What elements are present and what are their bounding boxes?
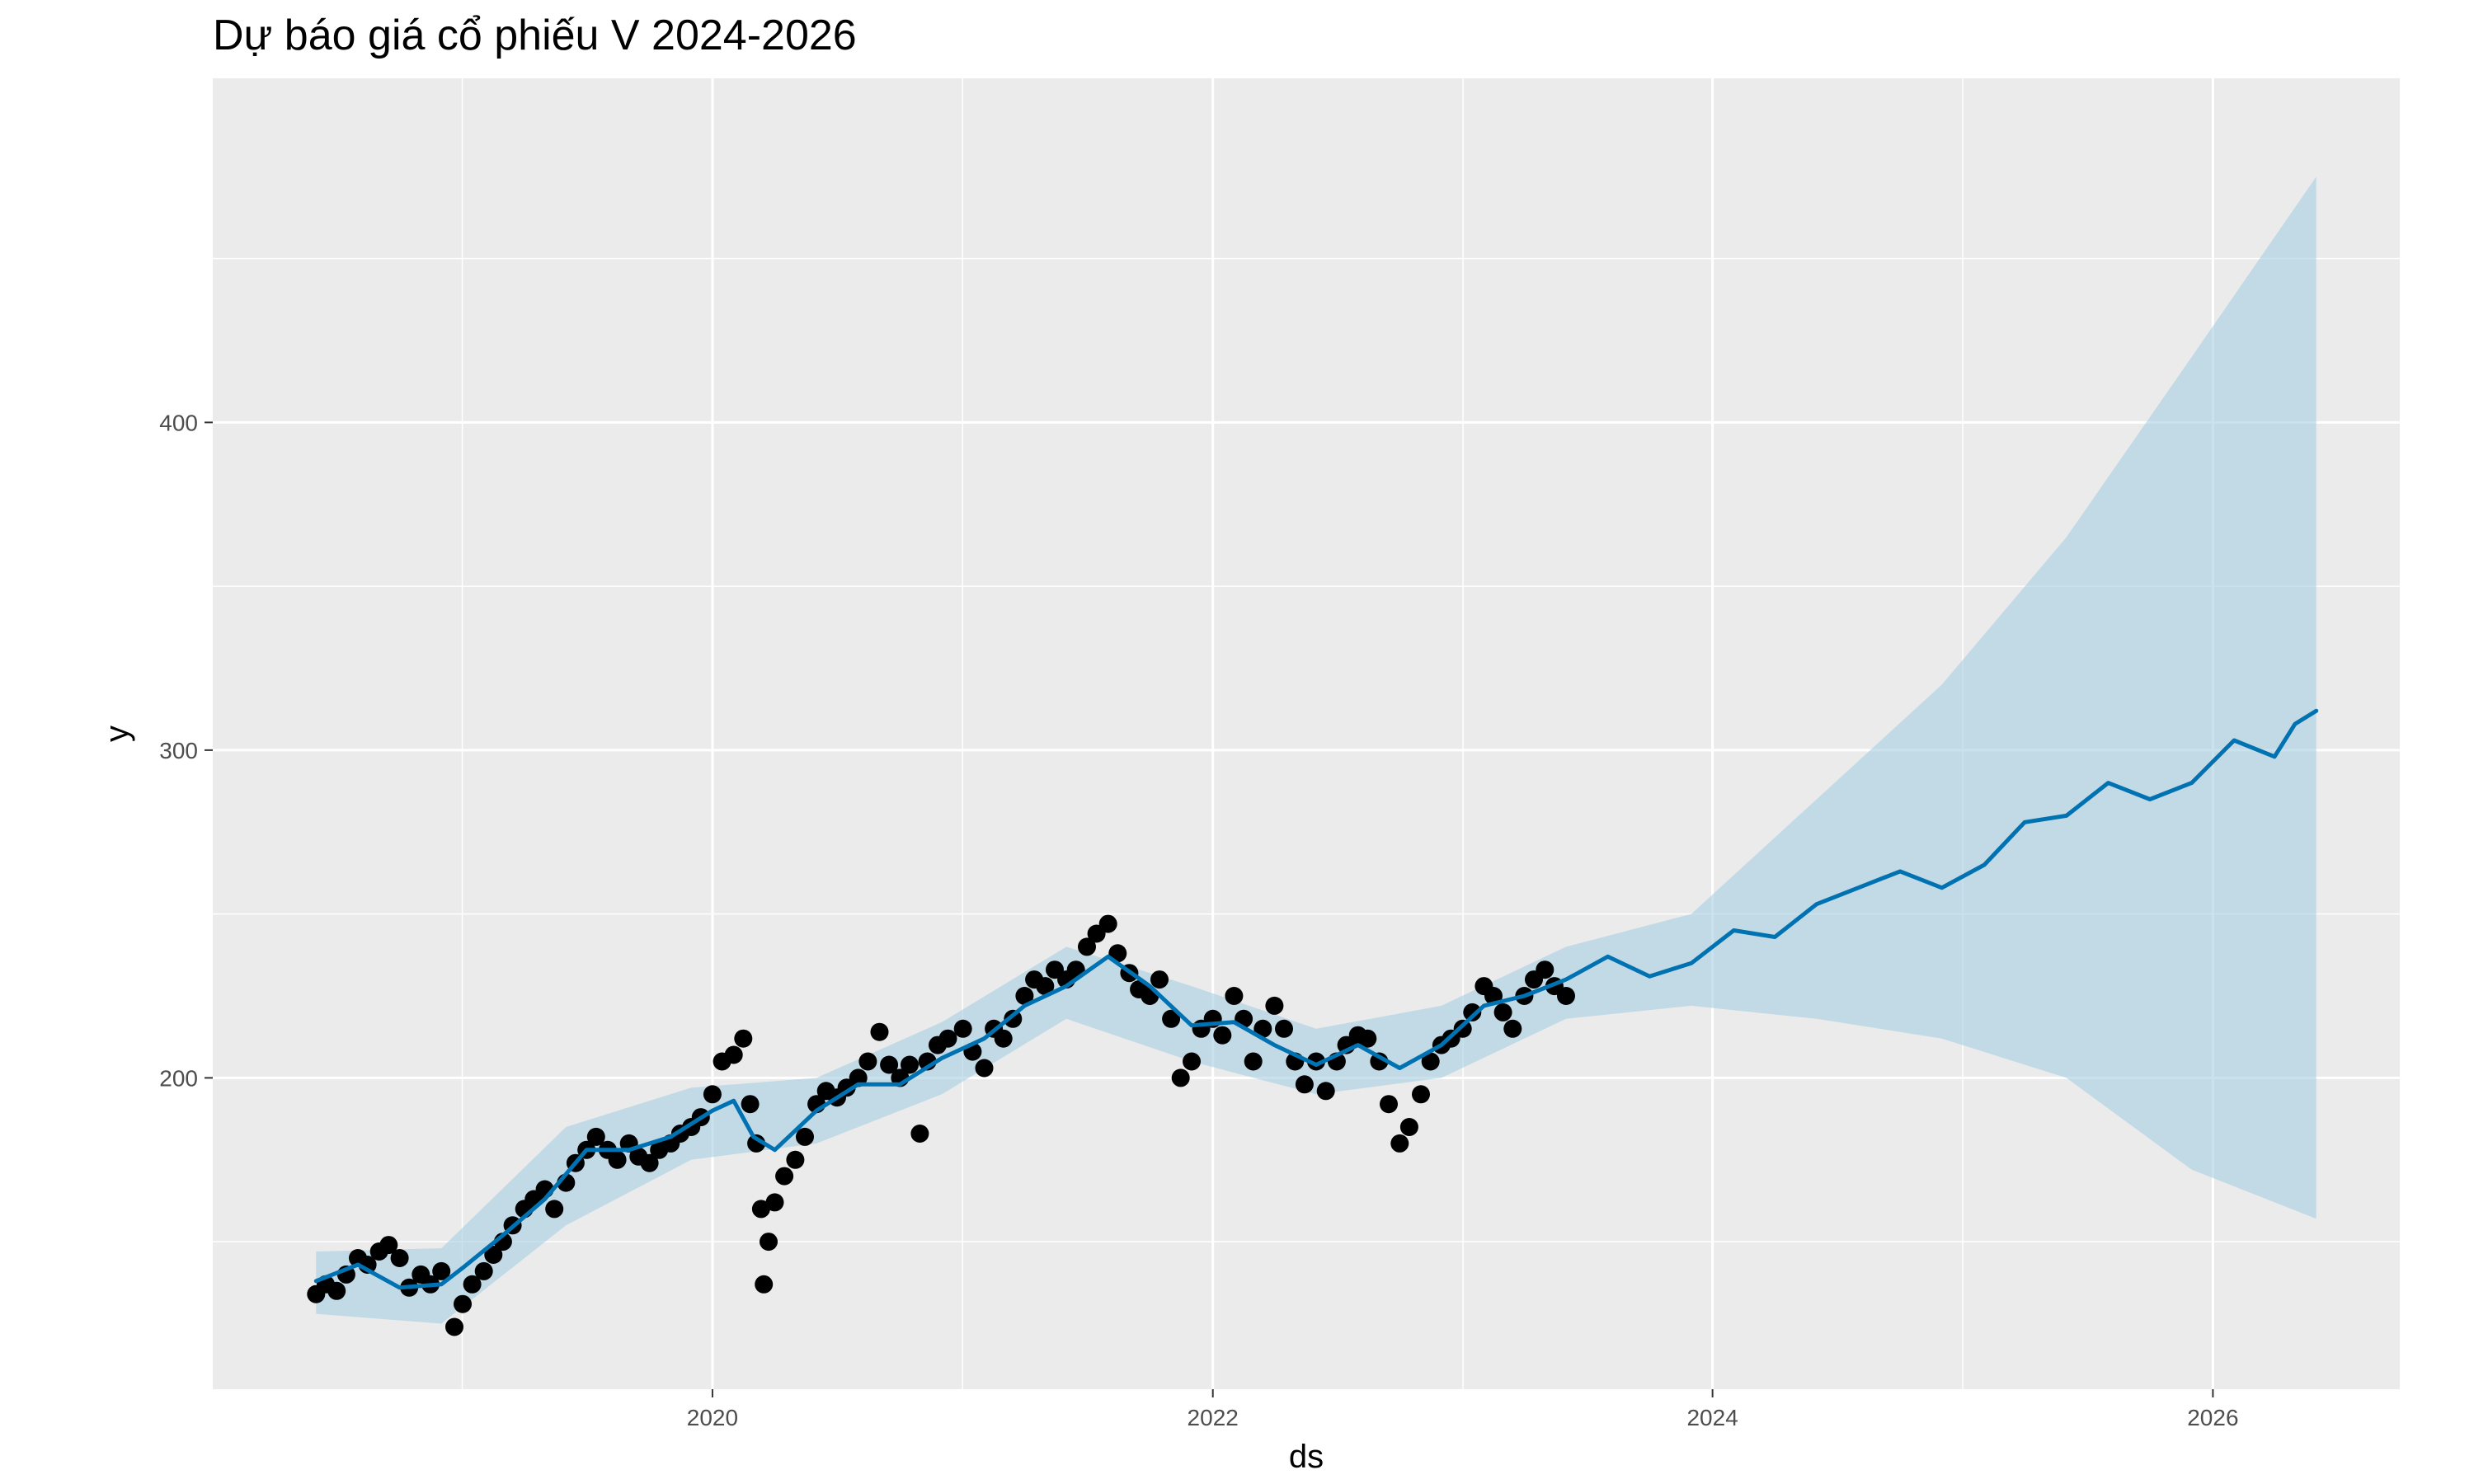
observed-point — [1316, 1082, 1335, 1101]
observed-point — [1213, 1026, 1232, 1045]
observed-point — [910, 1125, 929, 1143]
observed-point — [724, 1045, 743, 1064]
observed-point — [1412, 1085, 1430, 1104]
observed-point — [1399, 1118, 1418, 1136]
observed-point — [1183, 1052, 1201, 1071]
observed-point — [1380, 1095, 1398, 1114]
observed-point — [545, 1200, 564, 1219]
observed-point — [608, 1150, 627, 1169]
observed-point — [975, 1059, 994, 1078]
observed-point — [1244, 1052, 1263, 1071]
observed-point — [327, 1281, 346, 1300]
observed-point — [1078, 937, 1096, 956]
observed-point — [586, 1127, 605, 1146]
observed-point — [760, 1233, 778, 1252]
forecast-line — [313, 708, 2319, 1290]
observed-point — [640, 1153, 659, 1172]
major-gridlines — [213, 78, 2400, 1389]
observed-point — [1358, 1029, 1377, 1048]
y-tick-label: 400 — [159, 410, 198, 435]
observed-point — [1463, 1003, 1482, 1021]
observed-point — [1557, 987, 1575, 1005]
observed-point — [1453, 1019, 1472, 1038]
observed-point — [432, 1261, 451, 1280]
x-axis: 2020 2022 2024 2026 — [687, 1389, 2239, 1430]
observed-point — [938, 1029, 957, 1048]
observed-point — [747, 1134, 766, 1153]
observed-point — [1150, 970, 1169, 989]
observed-point — [751, 1200, 770, 1219]
observed-point — [1307, 1052, 1325, 1071]
observed-point — [1503, 1019, 1522, 1038]
observed-point — [953, 1019, 972, 1038]
observed-point — [1162, 1009, 1181, 1028]
observed-point — [1036, 977, 1055, 996]
observed-point — [858, 1052, 877, 1071]
observed-points — [307, 914, 1575, 1336]
observed-point — [445, 1317, 463, 1336]
observed-point — [765, 1193, 784, 1212]
x-tick-label: 2026 — [2187, 1405, 2238, 1430]
observed-point — [379, 1236, 398, 1255]
observed-point — [463, 1275, 482, 1294]
observed-point — [1171, 1068, 1190, 1087]
plot-area — [213, 78, 2400, 1389]
observed-point — [1265, 996, 1284, 1015]
observed-point — [703, 1085, 722, 1104]
observed-point — [474, 1261, 493, 1280]
observed-point — [1253, 1019, 1272, 1038]
observed-point — [454, 1294, 472, 1313]
observed-point — [1295, 1075, 1314, 1094]
observed-point — [880, 1055, 899, 1074]
observed-point — [775, 1167, 794, 1186]
observed-point — [734, 1029, 753, 1048]
observed-point — [796, 1127, 814, 1146]
x-axis-title: ds — [1289, 1439, 1324, 1475]
observed-point — [741, 1095, 760, 1114]
y-tick-label: 200 — [159, 1065, 198, 1091]
y-axis-title: y — [99, 726, 135, 742]
observed-point — [1275, 1019, 1293, 1038]
observed-point — [1390, 1134, 1409, 1153]
observed-point — [390, 1249, 409, 1267]
observed-point — [1421, 1052, 1440, 1071]
observed-point — [1536, 960, 1554, 979]
x-tick-label: 2022 — [1188, 1405, 1239, 1430]
y-axis: 200 300 400 — [159, 410, 213, 1091]
observed-point — [994, 1029, 1013, 1048]
observed-point — [1225, 987, 1244, 1005]
y-tick-label: 300 — [159, 738, 198, 763]
x-tick-label: 2020 — [687, 1405, 738, 1430]
observed-point — [755, 1275, 774, 1294]
observed-point — [901, 1055, 919, 1074]
observed-point — [870, 1022, 889, 1041]
observed-point — [1015, 987, 1034, 1005]
chart-title: Dự báo giá cổ phiếu V 2024-2026 — [213, 12, 857, 59]
observed-point — [484, 1246, 503, 1264]
x-tick-label: 2024 — [1686, 1405, 1738, 1430]
observed-point — [1098, 914, 1117, 933]
observed-point — [786, 1150, 805, 1169]
observed-point — [1004, 1009, 1023, 1028]
observed-point — [1493, 1003, 1512, 1021]
